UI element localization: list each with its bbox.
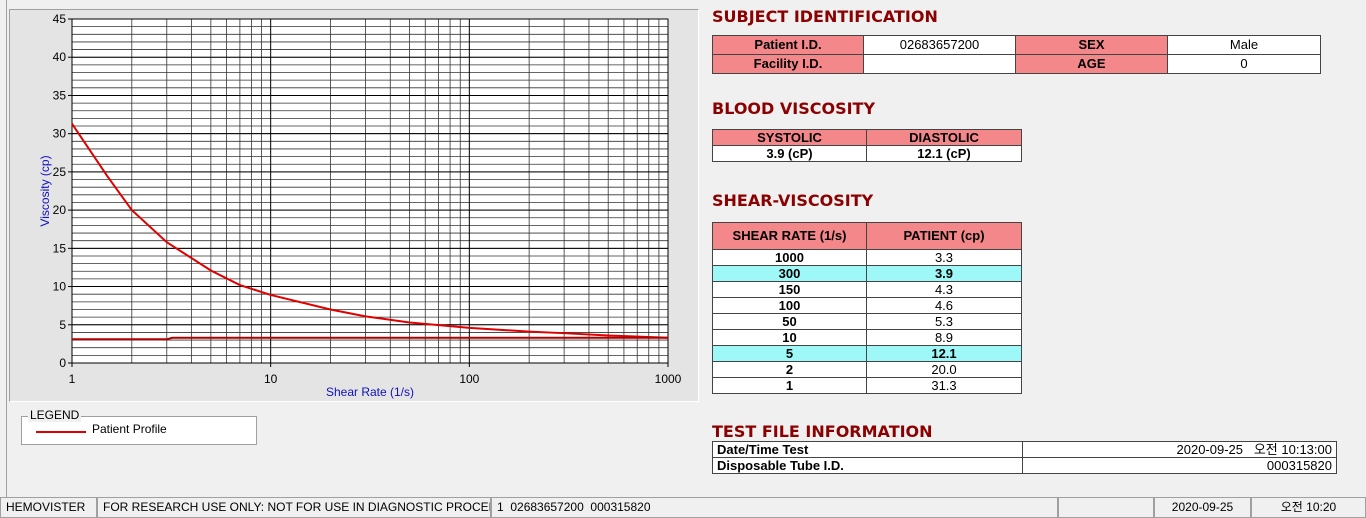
- section-title: BLOOD VISCOSITY: [712, 99, 876, 118]
- legend-swatch: [36, 431, 86, 433]
- x-tick-label: 100: [459, 372, 479, 386]
- field-value: 0: [1167, 54, 1321, 74]
- y-tick-label: 45: [53, 12, 67, 26]
- shear-rate: 50: [712, 313, 867, 330]
- status-cell: 1 02683657200 000315820: [491, 497, 1058, 518]
- y-tick-label: 5: [59, 318, 66, 332]
- field-value: 02683657200: [863, 35, 1016, 55]
- column-header: PATIENT (cp): [866, 222, 1022, 250]
- shear-rate: 300: [712, 265, 867, 282]
- patient-viscosity: 4.3: [866, 281, 1022, 298]
- section-title: SHEAR-VISCOSITY: [712, 191, 874, 210]
- field-value: 000315820: [1022, 457, 1337, 474]
- shear-rate: 2: [712, 361, 867, 378]
- x-axis-label: Shear Rate (1/s): [326, 385, 414, 399]
- field-label: Disposable Tube I.D.: [712, 457, 1023, 474]
- viscosity-value: 3.9 (cP): [712, 145, 867, 162]
- x-tick-label: 10: [264, 372, 278, 386]
- data-line: [72, 336, 668, 341]
- column-header: DIASTOLIC: [866, 129, 1022, 146]
- y-tick-label: 10: [53, 280, 67, 294]
- section-title: SUBJECT IDENTIFICATION: [712, 7, 938, 26]
- x-tick-label: 1000: [655, 372, 682, 386]
- shear-rate: 10: [712, 329, 867, 346]
- field-label: Facility I.D.: [712, 54, 864, 74]
- patient-viscosity: 8.9: [866, 329, 1022, 346]
- status-cell: FOR RESEARCH USE ONLY: NOT FOR USE IN DI…: [97, 497, 491, 518]
- y-axis-label: Viscosity (cp): [38, 155, 52, 226]
- shear-rate: 100: [712, 297, 867, 314]
- patient-viscosity: 5.3: [866, 313, 1022, 330]
- patient-viscosity: 3.3: [866, 249, 1022, 266]
- status-cell: 오전 10:20: [1251, 497, 1366, 518]
- field-label: SEX: [1015, 35, 1168, 55]
- y-tick-label: 35: [53, 88, 67, 102]
- shear-rate: 1000: [712, 249, 867, 266]
- patient-viscosity: 31.3: [866, 377, 1022, 394]
- section-title: TEST FILE INFORMATION: [712, 422, 933, 441]
- field-label: Patient I.D.: [712, 35, 864, 55]
- y-tick-label: 20: [53, 203, 67, 217]
- legend-title: LEGEND: [28, 408, 82, 422]
- field-value: 2020-09-25 오전 10:13:00: [1022, 441, 1337, 458]
- status-cell: [1058, 497, 1154, 518]
- legend-label: Patient Profile: [92, 422, 167, 436]
- y-tick-label: 0: [59, 356, 66, 370]
- status-cell: 2020-09-25: [1154, 497, 1251, 518]
- shear-rate: 5: [712, 345, 867, 362]
- patient-viscosity: 4.6: [866, 297, 1022, 314]
- field-label: AGE: [1015, 54, 1168, 74]
- y-tick-label: 30: [53, 127, 67, 141]
- patient-viscosity: 3.9: [866, 265, 1022, 282]
- chart: 0 5 10 15 20 25 30 35 40 45 1 10 100 1000 Shear Rate (…: [38, 12, 682, 399]
- shear-rate: 150: [712, 281, 867, 298]
- frame-line: [6, 0, 7, 497]
- field-value: Male: [1167, 35, 1321, 55]
- column-header: SHEAR RATE (1/s): [712, 222, 867, 250]
- y-tick-label: 40: [53, 50, 67, 64]
- status-cell: HEMOVISTER: [0, 497, 97, 518]
- field-label: Date/Time Test: [712, 441, 1023, 458]
- field-value: [863, 54, 1016, 74]
- y-tick-label: 25: [53, 165, 67, 179]
- shear-rate: 1: [712, 377, 867, 394]
- viscosity-value: 12.1 (cP): [866, 145, 1022, 162]
- column-header: SYSTOLIC: [712, 129, 867, 146]
- data-line: [71, 123, 669, 339]
- plot-area: [71, 18, 669, 364]
- y-tick-label: 15: [53, 241, 67, 255]
- patient-viscosity: 12.1: [866, 345, 1022, 362]
- x-tick-label: 1: [69, 372, 76, 386]
- patient-viscosity: 20.0: [866, 361, 1022, 378]
